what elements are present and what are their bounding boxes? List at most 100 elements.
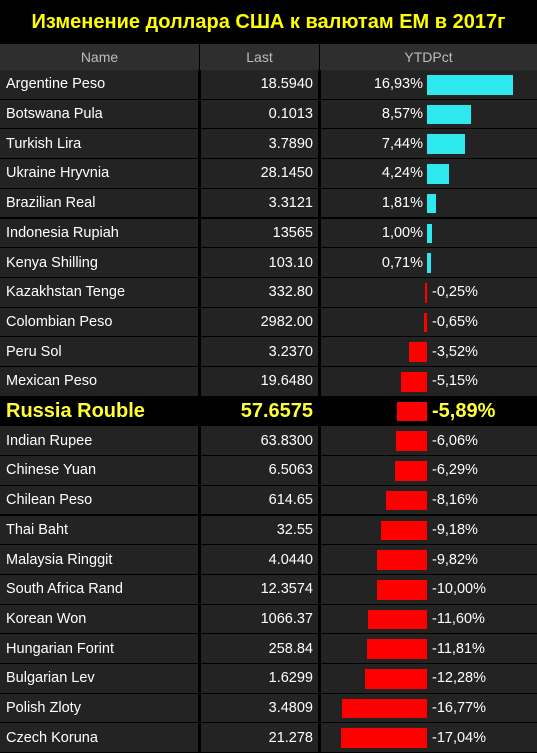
ytd-bar [367, 639, 427, 659]
last-value: 57.6575 [240, 399, 313, 422]
ytd-percent: -11,81% [432, 640, 485, 657]
last-value: 332.80 [268, 284, 313, 301]
ytd-bar [427, 164, 449, 184]
column-divider [198, 456, 201, 485]
column-divider [198, 426, 201, 456]
currency-name: Argentine Peso [6, 76, 106, 93]
ytd-percent: -6,29% [432, 462, 478, 479]
last-value: 2982.00 [260, 313, 313, 330]
currency-name: Kenya Shilling [6, 254, 98, 271]
column-divider [318, 604, 321, 634]
last-value: 3.7890 [268, 135, 313, 152]
column-divider [198, 218, 201, 248]
table-row: Bulgarian Lev 1.6299 -12,28% [0, 664, 537, 694]
currency-name: Chilean Peso [6, 492, 93, 509]
column-divider [198, 307, 201, 337]
column-divider [318, 664, 321, 693]
table-row: Chilean Peso 614.65 -8,16% [0, 485, 537, 516]
header-ytdpct[interactable]: YTDPct [320, 44, 537, 70]
last-value: 6.5063 [268, 462, 313, 479]
column-divider [318, 159, 321, 188]
table-row: Polish Zloty 3.4809 -16,77% [0, 693, 537, 724]
ytd-bar [427, 223, 433, 244]
currency-name: Polish Zloty [6, 700, 81, 717]
last-value: 12.3574 [260, 581, 313, 598]
ytd-bar [380, 520, 427, 541]
column-divider [318, 337, 321, 366]
ytd-percent: 1,00% [381, 224, 423, 241]
ytd-bar [427, 75, 513, 95]
column-divider [318, 515, 321, 545]
ytd-percent: 8,57% [381, 106, 423, 123]
chart-title: Изменение доллара США к валютам ЕМ в 201… [31, 10, 506, 33]
last-value: 614.65 [268, 492, 313, 509]
ytd-percent: -9,82% [432, 551, 478, 568]
table-row: Kazakhstan Tenge 332.80 -0,25% [0, 277, 537, 308]
table-row: Colombian Peso 2982.00 -0,65% [0, 307, 537, 338]
table-row: Czech Koruna 21.278 -17,04% [0, 723, 537, 753]
table-row: Brazilian Real 3.3121 1,81% [0, 188, 537, 219]
table-row: Indian Rupee 63.8300 -6,06% [0, 426, 537, 457]
column-divider [198, 99, 201, 129]
column-divider [198, 129, 201, 159]
column-divider [198, 693, 201, 723]
ytd-bar [397, 401, 427, 422]
currency-name: Ukraine Hryvnia [6, 165, 110, 182]
currency-name: South Africa Rand [6, 581, 123, 598]
ytd-percent: -12,28% [432, 670, 487, 687]
last-value: 3.4809 [268, 700, 313, 717]
last-value: 32.55 [276, 521, 313, 538]
ytd-bar [385, 490, 427, 511]
ytd-bar [427, 253, 431, 273]
last-value: 1066.37 [260, 610, 313, 627]
column-divider [198, 248, 201, 277]
column-divider [198, 277, 201, 307]
currency-name: Brazilian Real [6, 195, 96, 212]
last-value: 3.3121 [268, 195, 313, 212]
table-row: Turkish Lira 3.7890 7,44% [0, 129, 537, 160]
column-divider [318, 188, 321, 218]
ytd-percent: 0,71% [381, 254, 423, 271]
table-row: Peru Sol 3.2370 -3,52% [0, 337, 537, 367]
column-divider [198, 664, 201, 693]
last-value: 18.5940 [260, 76, 313, 93]
ytd-bar [427, 134, 465, 155]
currency-name: Korean Won [6, 610, 87, 627]
column-divider [198, 723, 201, 753]
header-last[interactable]: Last [200, 44, 320, 70]
table-row: Thai Baht 32.55 -9,18% [0, 515, 537, 546]
currency-name: Russia Rouble [6, 399, 145, 422]
ytd-percent: 16,93% [373, 76, 423, 93]
ytd-percent: -8,16% [432, 492, 478, 509]
currency-name: Mexican Peso [6, 373, 98, 390]
column-divider [318, 574, 321, 604]
column-divider [198, 159, 201, 188]
column-divider [318, 693, 321, 723]
ytd-percent: -9,18% [432, 521, 478, 538]
currency-name: Indonesia Rupiah [6, 224, 119, 241]
ytd-percent: -16,77% [432, 700, 487, 717]
table-row: Hungarian Forint 258.84 -11,81% [0, 634, 537, 664]
currency-name: Malaysia Ringgit [6, 551, 113, 568]
column-divider [318, 248, 321, 277]
ytd-bar [368, 609, 427, 630]
last-value: 103.10 [268, 254, 313, 271]
ytd-percent: -5,89% [432, 399, 496, 422]
table-row-highlight: Russia Rouble 57.6575 -5,89% [0, 396, 537, 427]
column-divider [318, 307, 321, 337]
column-divider [198, 545, 201, 574]
column-divider [318, 129, 321, 159]
column-divider [198, 367, 201, 396]
currency-name: Thai Baht [6, 521, 69, 538]
ytd-bar [427, 193, 437, 214]
column-divider [318, 277, 321, 307]
table-row: Kenya Shilling 103.10 0,71% [0, 248, 537, 278]
ytd-percent: 1,81% [381, 195, 423, 212]
currency-name: Kazakhstan Tenge [6, 284, 126, 301]
ytd-bar [427, 104, 471, 125]
header-name[interactable]: Name [0, 44, 200, 70]
ytd-bar [423, 312, 427, 333]
ytd-bar [425, 282, 427, 303]
column-divider [318, 545, 321, 574]
